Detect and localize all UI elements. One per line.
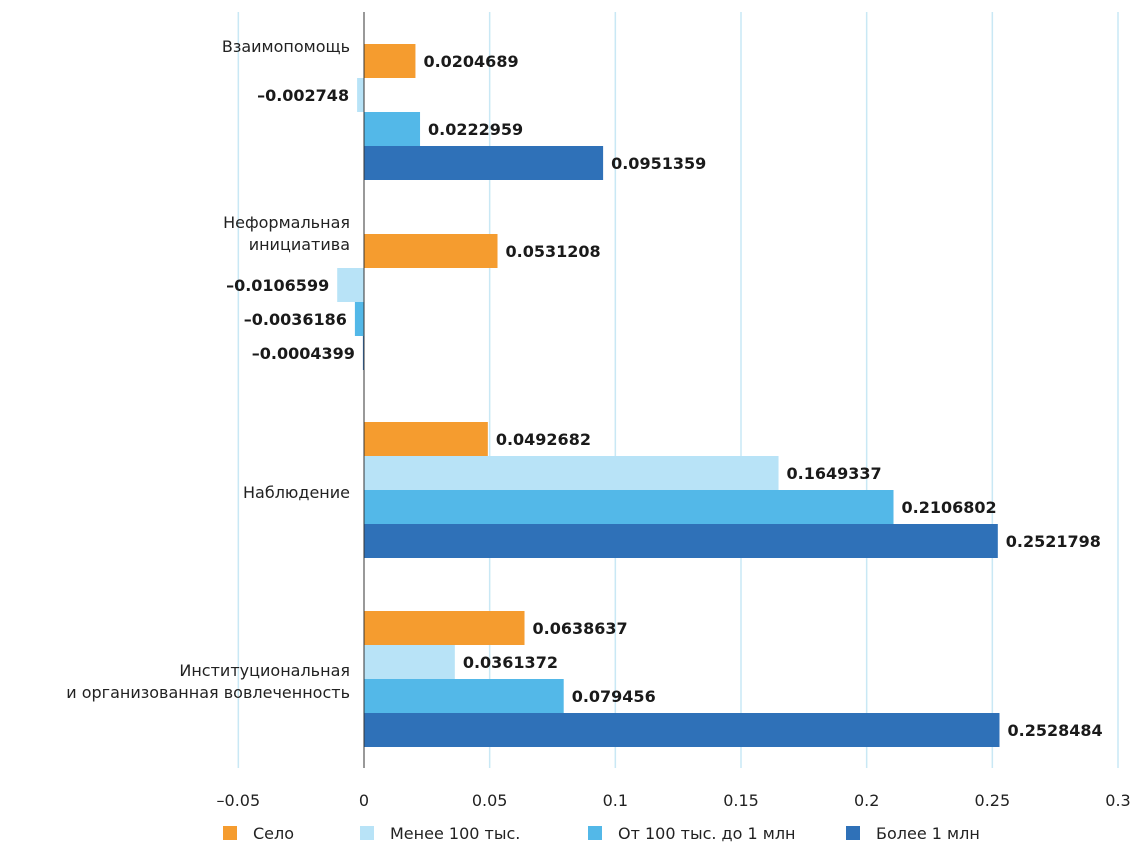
data-label: 0.0204689 bbox=[423, 52, 518, 71]
bar bbox=[364, 645, 455, 679]
x-tick-label: 0.25 bbox=[975, 791, 1011, 810]
legend-swatch bbox=[846, 826, 860, 840]
bar bbox=[364, 611, 525, 645]
bar bbox=[337, 268, 364, 302]
legend: Село Менее 100 тыс. От 100 тыс. до 1 млн Бо… bbox=[223, 824, 980, 843]
bar bbox=[364, 234, 498, 268]
x-tick-label: 0 bbox=[359, 791, 369, 810]
x-tick-label: 0.1 bbox=[603, 791, 628, 810]
bar bbox=[364, 679, 564, 713]
bar bbox=[364, 44, 416, 78]
category-label: инициатива bbox=[249, 235, 350, 254]
bar bbox=[354, 302, 364, 336]
bar bbox=[364, 490, 894, 524]
data-label: 0.0222959 bbox=[428, 120, 523, 139]
bar bbox=[364, 456, 779, 490]
category-labels: Взаимопомощь Неформальная инициатива Наблюд… bbox=[66, 37, 350, 702]
data-label: 0.2106802 bbox=[902, 498, 997, 517]
x-tick-label: 0.05 bbox=[472, 791, 508, 810]
legend-swatch bbox=[588, 826, 602, 840]
x-tick-label: –0.05 bbox=[217, 791, 261, 810]
data-label: –0.0036186 bbox=[244, 310, 347, 329]
legend-label: Менее 100 тыс. bbox=[390, 824, 520, 843]
bar bbox=[364, 524, 998, 558]
value-labels: 0.0204689 0.0531208 0.0492682 0.0638637 –0.0… bbox=[226, 52, 1103, 740]
data-label: 0.0492682 bbox=[496, 430, 591, 449]
data-label: 0.2528484 bbox=[1007, 721, 1102, 740]
tick-labels: –0.05 0 0.05 0.1 0.15 0.2 0.25 0.3 bbox=[217, 791, 1131, 810]
legend-label: Более 1 млн bbox=[876, 824, 980, 843]
bar bbox=[362, 336, 365, 370]
x-tick-label: 0.15 bbox=[723, 791, 759, 810]
x-tick-label: 0.3 bbox=[1105, 791, 1130, 810]
bar bbox=[364, 112, 421, 146]
legend-swatch bbox=[360, 826, 374, 840]
category-label: Наблюдение bbox=[243, 483, 350, 502]
data-label: 0.0361372 bbox=[463, 653, 558, 672]
data-label: 0.2521798 bbox=[1006, 532, 1101, 551]
legend-label: От 100 тыс. до 1 млн bbox=[618, 824, 796, 843]
bar bbox=[364, 146, 604, 180]
bars bbox=[337, 44, 1000, 747]
category-label: Неформальная bbox=[223, 213, 350, 232]
category-label: Институциональная bbox=[179, 661, 350, 680]
data-label: 0.079456 bbox=[572, 687, 656, 706]
data-label: 0.0951359 bbox=[611, 154, 706, 173]
data-label: –0.002748 bbox=[257, 86, 349, 105]
data-label: 0.0531208 bbox=[506, 242, 601, 261]
legend-swatch bbox=[223, 826, 237, 840]
data-label: 0.0638637 bbox=[533, 619, 628, 638]
category-label: Взаимопомощь bbox=[222, 37, 350, 56]
data-label: –0.0004399 bbox=[252, 344, 355, 363]
data-label: 0.1649337 bbox=[787, 464, 882, 483]
bar bbox=[357, 78, 364, 112]
bar bbox=[364, 422, 488, 456]
bar bbox=[364, 713, 1000, 747]
x-tick-label: 0.2 bbox=[854, 791, 879, 810]
category-label: и организованная вовлеченность bbox=[66, 683, 350, 702]
grid-lines bbox=[237, 12, 1119, 768]
data-label: –0.0106599 bbox=[226, 276, 329, 295]
legend-label: Село bbox=[253, 824, 294, 843]
